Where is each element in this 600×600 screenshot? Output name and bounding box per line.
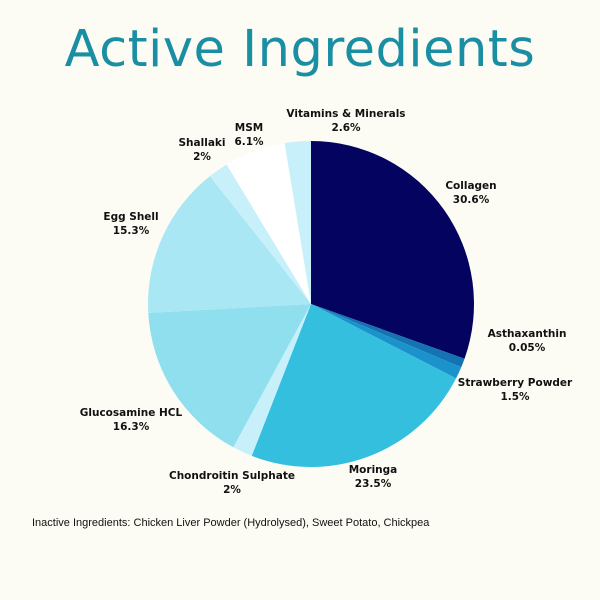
slice-label-collagen: Collagen 30.6% [445,180,496,206]
pie-slice-chondroitin-sulphate [233,304,311,456]
slice-label-msm: MSM 6.1% [234,122,264,148]
slice-label-asthaxanthin: Asthaxanthin 0.05% [488,328,567,354]
slice-label-glucosamine-hcl: Glucosamine HCL 16.3% [80,407,183,433]
slice-label-egg-shell: Egg Shell 15.3% [103,211,158,237]
inactive-ingredients-note: Inactive Ingredients: Chicken Liver Powd… [32,517,430,529]
slice-label-strawberry-powder: Strawberry Powder 1.5% [458,377,573,403]
pie-slice-glucosamine-hcl [148,304,311,448]
pie-slice-egg-shell [147,176,311,313]
pie-slice-msm [226,143,311,304]
slice-label-chondroitin-sulphate: Chondroitin Sulphate 2% [169,470,295,496]
slice-label-moringa: Moringa 23.5% [349,464,398,490]
pie-slice-asthaxanthin [311,304,465,368]
page-title: Active Ingredients [64,20,536,79]
pie-slice-vitamins-minerals [284,141,311,304]
pie-slice-moringa [251,304,457,467]
pie-slice-strawberry-powder [311,304,462,379]
pie-slice-collagen [311,141,474,359]
pie-slices [147,141,474,467]
slice-label-vitamins-minerals: Vitamins & Minerals 2.6% [286,108,405,134]
pie-slice-shallaki [209,164,311,304]
slice-label-shallaki: Shallaki 2% [179,137,226,163]
pie-labels: Collagen 30.6% Asthaxanthin 0.05% Strawberry… [80,108,573,496]
